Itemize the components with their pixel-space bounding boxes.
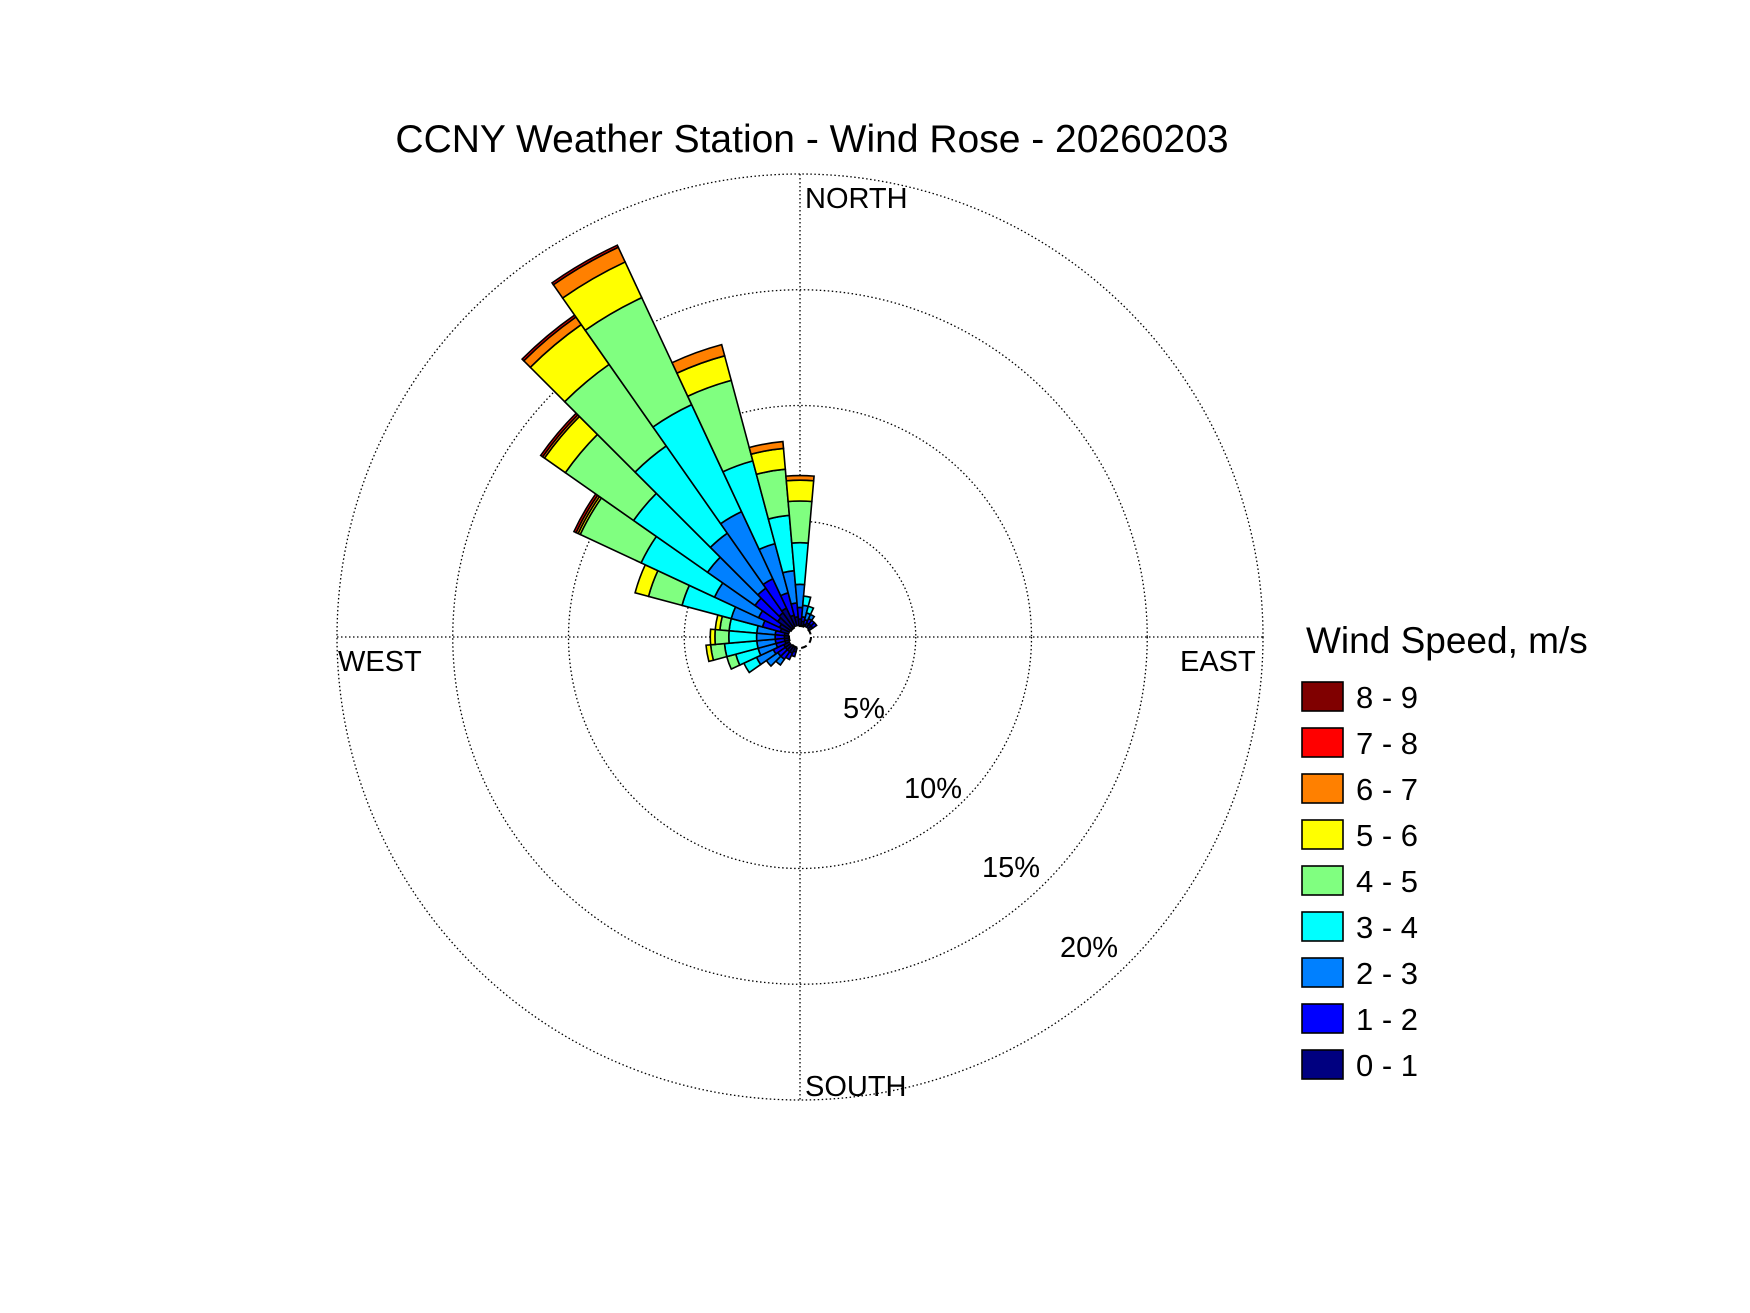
bar-dir-30-bin-2 xyxy=(807,613,816,622)
radial-tick-label-20: 20% xyxy=(1060,932,1118,964)
legend-label-7: 1 - 2 xyxy=(1356,1002,1418,1037)
legend-label-1: 7 - 8 xyxy=(1356,726,1418,761)
legend-label-8: 0 - 1 xyxy=(1356,1048,1418,1083)
bar-dir-10-bin-3 xyxy=(801,595,812,608)
bar-dir-0-bin-5 xyxy=(785,479,815,503)
bar-dir-0-bin-4 xyxy=(787,500,813,544)
grid-ring-15 xyxy=(452,289,1148,985)
west-label: WEST xyxy=(338,646,422,678)
bar-dir-0-bin-3 xyxy=(790,541,810,586)
bar-dir-0-bin-6 xyxy=(785,474,815,482)
legend-label-2: 6 - 7 xyxy=(1356,772,1418,807)
legend-label-6: 2 - 3 xyxy=(1356,956,1418,991)
south-label: SOUTH xyxy=(805,1071,907,1103)
legend-label-4: 4 - 5 xyxy=(1356,864,1418,899)
bar-dir-330-bin-7 xyxy=(550,244,620,286)
bar-dir-350-bin-6 xyxy=(748,440,785,456)
bar-dir-270-bin-1 xyxy=(774,633,786,641)
wind-bars xyxy=(520,244,818,674)
grid-ring-10 xyxy=(567,404,1033,870)
bar-dir-270-bin-2 xyxy=(755,632,777,642)
legend-swatch-8 xyxy=(1301,1049,1344,1080)
legend-label-5: 3 - 4 xyxy=(1356,910,1418,945)
radial-tick-label-5: 5% xyxy=(843,693,885,725)
legend-swatch-0 xyxy=(1301,681,1344,712)
legend-swatch-5 xyxy=(1301,911,1344,942)
legend: Wind Speed, m/s 8 - 9 7 - 8 6 - 7 5 - 6 4 - … xyxy=(1301,620,1588,1083)
east-label: EAST xyxy=(1180,646,1256,678)
bar-dir-20-bin-3 xyxy=(805,605,815,616)
axis-labels: NORTH SOUTH WEST EAST 5% 10% 15% 20% xyxy=(338,183,1256,1103)
legend-title: Wind Speed, m/s xyxy=(1306,620,1588,661)
chart-title: CCNY Weather Station - Wind Rose - 20260… xyxy=(395,118,1228,161)
center-hub xyxy=(788,625,812,649)
legend-label-0: 8 - 9 xyxy=(1356,680,1418,715)
bar-dir-50-bin-1 xyxy=(809,621,818,630)
legend-swatch-7 xyxy=(1301,1003,1344,1034)
bar-dir-260-bin-5 xyxy=(705,643,715,663)
bar-dir-270-bin-3 xyxy=(728,629,758,645)
radial-tick-label-10: 10% xyxy=(904,773,962,805)
legend-swatch-3 xyxy=(1301,819,1344,850)
legend-swatch-2 xyxy=(1301,773,1344,804)
legend-swatch-4 xyxy=(1301,865,1344,896)
legend-swatch-6 xyxy=(1301,957,1344,988)
north-label: NORTH xyxy=(805,183,908,215)
radial-tick-label-15: 15% xyxy=(982,852,1040,884)
legend-swatch-1 xyxy=(1301,727,1344,758)
bar-dir-270-bin-4 xyxy=(714,628,730,646)
bar-dir-270-bin-5 xyxy=(709,628,717,646)
legend-label-3: 5 - 6 xyxy=(1356,818,1418,853)
bar-dir-340-bin-6 xyxy=(671,343,726,375)
